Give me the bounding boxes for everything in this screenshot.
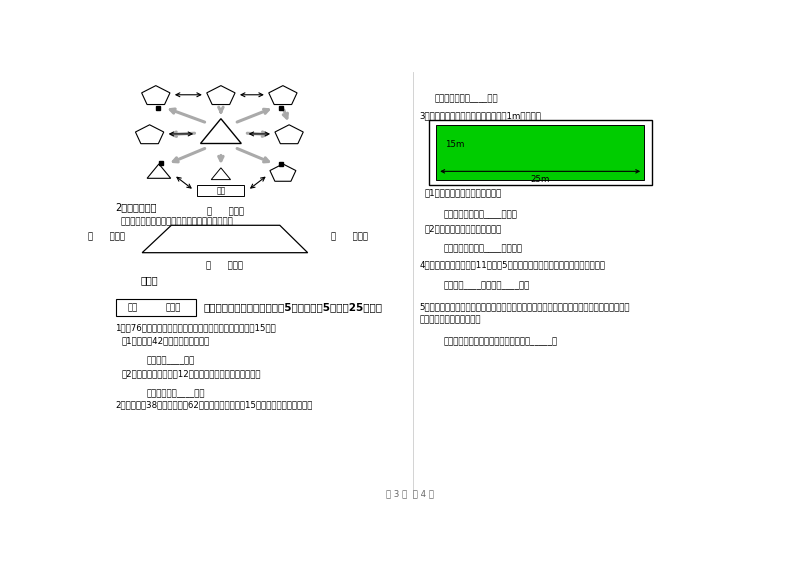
Text: 第 3 页  共 4 页: 第 3 页 共 4 页 (386, 489, 434, 498)
Text: （      ）毫米: （ ）毫米 (206, 262, 243, 271)
Text: （1）花坛的面积是多少平方米？: （1）花坛的面积是多少平方米？ (424, 189, 502, 198)
Text: （      ）毫米: （ ）毫米 (207, 207, 244, 216)
Text: 一共是这块地的几分之几？: 一共是这块地的几分之几？ (419, 316, 481, 325)
Polygon shape (142, 86, 170, 105)
Text: 25m: 25m (530, 175, 550, 184)
Polygon shape (269, 86, 297, 105)
Polygon shape (147, 164, 170, 179)
Text: 进门: 进门 (216, 186, 226, 195)
Text: 4．姐姐买来一束花，有11枝，每5枝插入一个花瓶里，可插几瓶？还剩几枝？: 4．姐姐买来一束花，有11枝，每5枝插入一个花瓶里，可插几瓶？还剩几枝？ (419, 260, 606, 269)
Text: 答：种白菜和萝卜的地一共是这块地的_____。: 答：种白菜和萝卜的地一共是这块地的_____。 (444, 337, 558, 346)
Text: 六、活用知识，解决问题（共5小题，每题5分，共25分）。: 六、活用知识，解决问题（共5小题，每题5分，共25分）。 (203, 302, 382, 312)
Polygon shape (135, 125, 164, 144)
FancyBboxPatch shape (429, 120, 652, 185)
Text: 2．一个排球38元，一个篮球62元，如果每种球各买15个，一共需要花多少钱？: 2．一个排球38元，一个篮球62元，如果每种球各买15个，一共需要花多少钱？ (115, 401, 313, 410)
Polygon shape (275, 125, 303, 144)
Text: （      ）毫米: （ ）毫米 (331, 232, 368, 241)
Text: 1．有76个座位的森林音乐厅将举行音乐会，每张票售价是15元。: 1．有76个座位的森林音乐厅将举行音乐会，每张票售价是15元。 (115, 324, 276, 333)
Text: （      ）毫米: （ ）毫米 (88, 232, 125, 241)
Text: 量出每条边的长度，以毫米为单位，并计算周长。: 量出每条边的长度，以毫米为单位，并计算周长。 (121, 217, 234, 226)
Polygon shape (201, 119, 242, 144)
Text: 周长：: 周长： (140, 275, 158, 285)
Text: 答：可插____瓶，还剩____枝。: 答：可插____瓶，还剩____枝。 (444, 281, 530, 290)
Text: 答：小路的面积是____平方米。: 答：小路的面积是____平方米。 (444, 245, 523, 254)
FancyBboxPatch shape (198, 185, 245, 196)
Polygon shape (211, 168, 230, 180)
FancyBboxPatch shape (436, 125, 644, 180)
Polygon shape (206, 86, 235, 105)
FancyBboxPatch shape (115, 299, 196, 316)
Text: 答：花坛的面积是____平方米: 答：花坛的面积是____平方米 (444, 210, 518, 219)
Text: 评卷人: 评卷人 (165, 303, 181, 312)
Text: 答：一共需要花____元。: 答：一共需要花____元。 (435, 94, 498, 103)
Text: （2）小路的面积是多少平方米？: （2）小路的面积是多少平方米？ (424, 224, 502, 233)
Text: 得分: 得分 (127, 303, 138, 312)
Text: 5．王大伯家有一块菜地，他把其中的七分之二种白菜，七分之三种萝卜。种白菜和萝卜的地: 5．王大伯家有一块菜地，他把其中的七分之二种白菜，七分之三种萝卜。种白菜和萝卜的… (419, 302, 630, 311)
Text: 答：收款____元。: 答：收款____元。 (146, 357, 194, 365)
Text: （1）已售出42张票，收款多少元？: （1）已售出42张票，收款多少元？ (122, 337, 210, 346)
Polygon shape (142, 225, 308, 253)
Text: 15m: 15m (445, 140, 464, 149)
Text: 答：可以收款____元。: 答：可以收款____元。 (146, 389, 205, 398)
Text: （2）把剩余的票按每张12元全部售出，可以收款多少元？: （2）把剩余的票按每张12元全部售出，可以收款多少元？ (122, 370, 261, 379)
Text: 2．动手操作。: 2．动手操作。 (115, 203, 157, 212)
Text: 3．在一块长方形的花坛四周，铺上宽1m的小路。: 3．在一块长方形的花坛四周，铺上宽1m的小路。 (419, 111, 541, 120)
Polygon shape (270, 164, 296, 181)
